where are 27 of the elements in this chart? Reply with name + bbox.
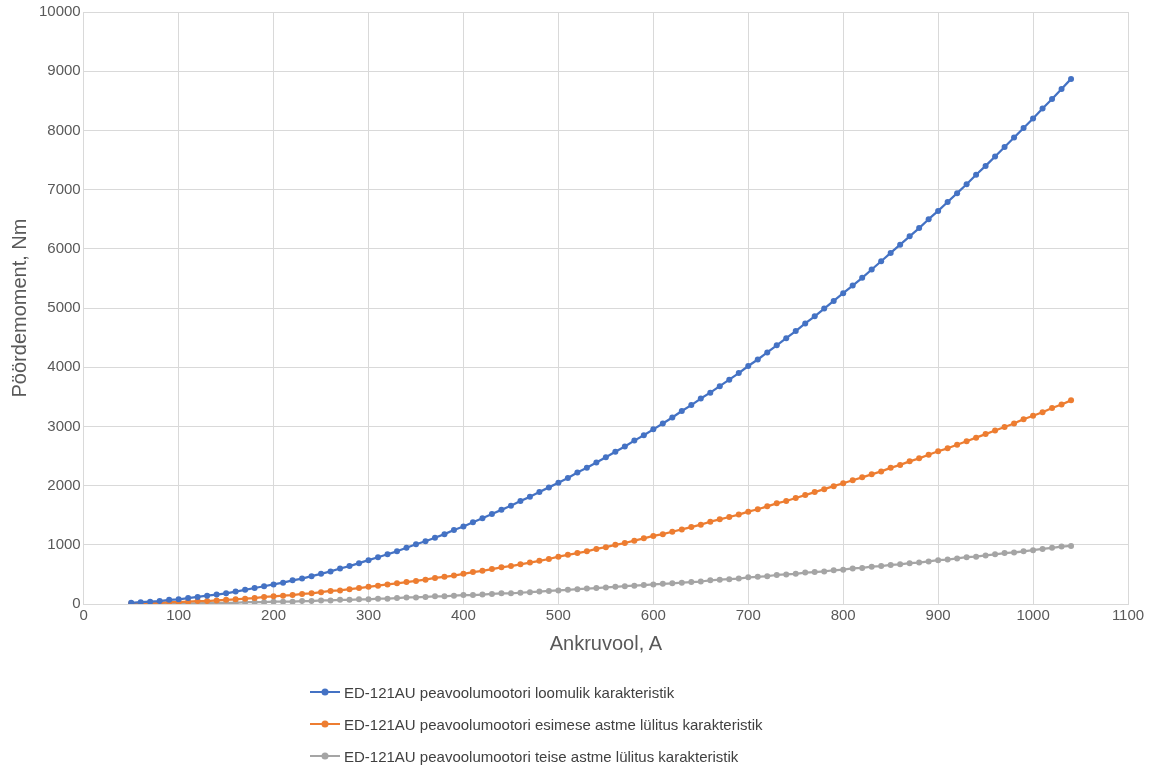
x-tick-label: 300 (356, 606, 382, 624)
x-tick-label: 400 (450, 606, 476, 624)
y-tick-label: 6000 (47, 238, 81, 256)
x-tick-label: 1100 (1111, 606, 1145, 624)
x-tick-label: 500 (545, 606, 571, 624)
x-tick-label: 900 (925, 606, 951, 624)
x-axis-title: Ankruvool, A (549, 631, 663, 654)
x-tick-label: 700 (735, 606, 761, 624)
y-tick-label: 5000 (47, 298, 81, 316)
y-tick-label: 1000 (47, 534, 81, 552)
y-axis-title: Pöördemoment, Nm (7, 218, 30, 398)
legend-label: ED-121AU peavoolumootori loomulik karakteristik (344, 683, 675, 701)
x-tick-label: 100 (166, 606, 192, 624)
y-tick-label: 9000 (47, 61, 81, 79)
y-tick-label: 8000 (47, 120, 81, 138)
y-tick-label: 0 (72, 594, 81, 612)
y-tick-label: 2000 (47, 475, 81, 493)
y-tick-label: 3000 (47, 416, 81, 434)
y-tick-label: 4000 (47, 357, 81, 375)
x-tick-label: 600 (640, 606, 666, 624)
y-tick-label: 10000 (38, 2, 81, 20)
x-tick-label: 200 (261, 606, 287, 624)
y-tick-label: 7000 (47, 179, 81, 197)
legend-label: ED-121AU peavoolumootori esimese astme lülitus karakteristik (344, 715, 763, 733)
x-tick-label: 1000 (1016, 606, 1050, 624)
x-tick-label: 800 (830, 606, 856, 624)
legend-label: ED-121AU peavoolumootori teise astme lülitus karakteristik (344, 747, 739, 765)
